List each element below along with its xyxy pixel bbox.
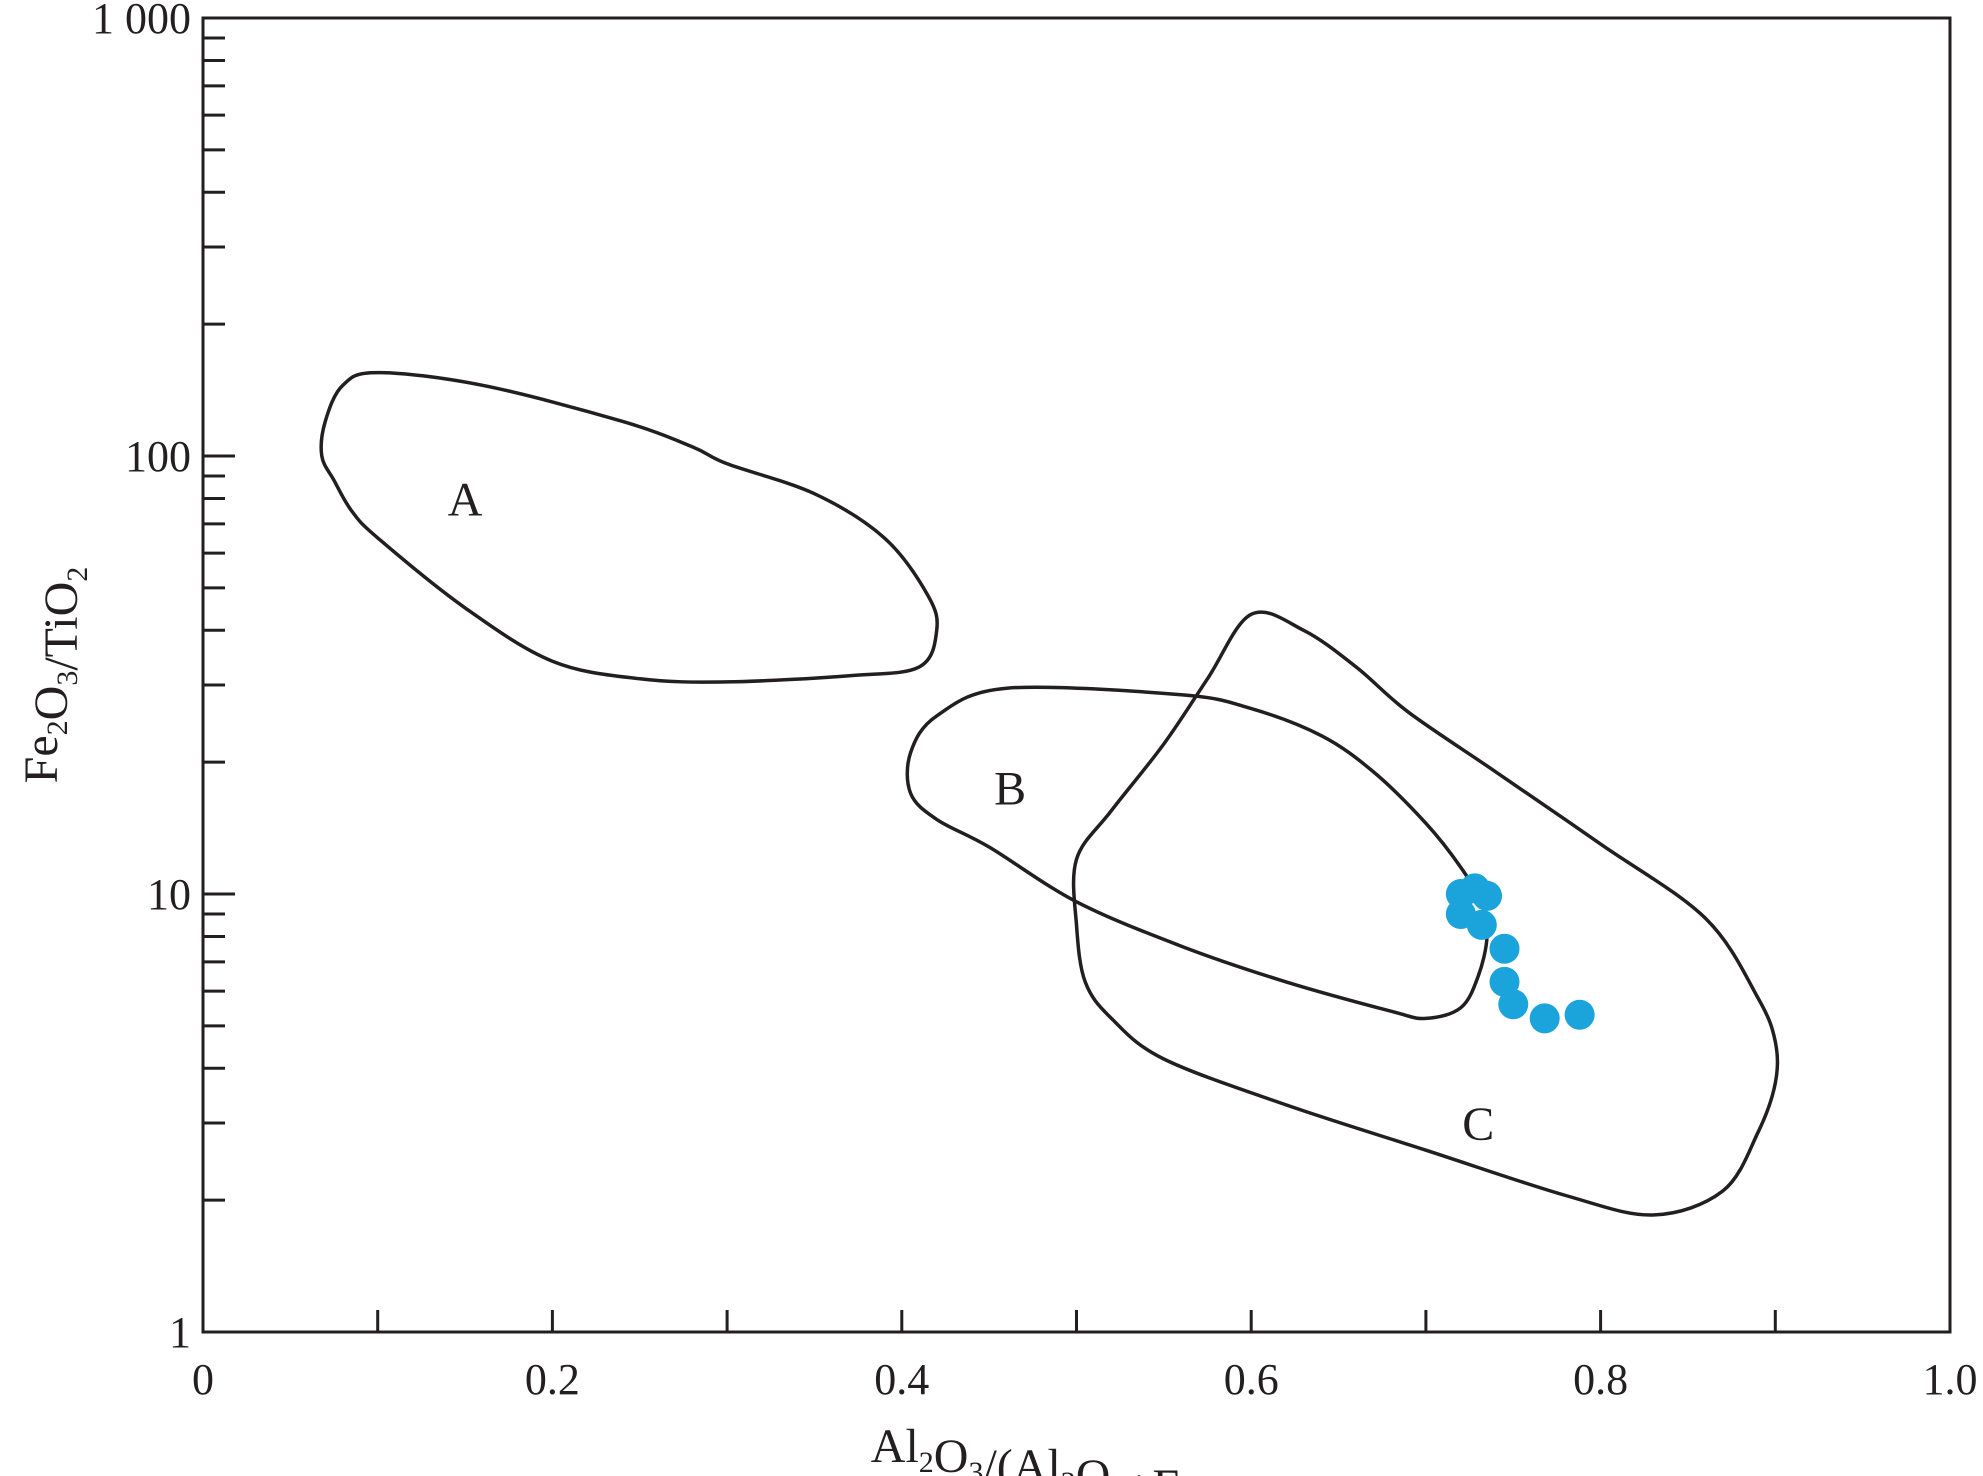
region-c-label: C [1462, 1098, 1494, 1151]
field-regions [319, 370, 1780, 1217]
region-b-outline [905, 685, 1489, 1021]
y-tick-label: 1 [169, 1308, 191, 1357]
region-b-label: B [994, 763, 1026, 816]
data-point [1564, 999, 1595, 1030]
plot-frame [201, 16, 1952, 1334]
y-tick-label: 10 [147, 870, 191, 919]
region-a-outline [319, 370, 939, 684]
axis-ticks [203, 16, 1777, 1334]
y-tick-label: 1 000 [92, 0, 191, 43]
x-tick-label: 0.4 [874, 1355, 929, 1404]
x-tick-label: 0 [192, 1355, 214, 1404]
region-a-label: A [448, 473, 483, 526]
x-tick-label: 0.8 [1573, 1355, 1628, 1404]
data-point [1498, 989, 1529, 1020]
axis-tick-labels: 0 0.2 0.4 0.6 0.8 1.0 1 10 100 1 000 [92, 0, 1978, 1404]
data-points [1445, 873, 1595, 1034]
y-axis-title: Fe2O3/TiO2 [15, 567, 94, 784]
x-tick-label: 1.0 [1923, 1355, 1978, 1404]
x-axis-title: Al2O3/(Al2O3+Fe2O3) [871, 1420, 1281, 1476]
field-region-labels: A B C [448, 473, 1495, 1151]
data-point [1529, 1003, 1560, 1034]
data-point [1466, 909, 1497, 940]
x-tick-label: 0.6 [1224, 1355, 1279, 1404]
region-c-outline [1071, 610, 1780, 1217]
data-point [1489, 933, 1520, 964]
x-tick-label: 0.2 [525, 1355, 580, 1404]
data-point [1472, 880, 1503, 911]
y-tick-label: 100 [125, 432, 191, 481]
